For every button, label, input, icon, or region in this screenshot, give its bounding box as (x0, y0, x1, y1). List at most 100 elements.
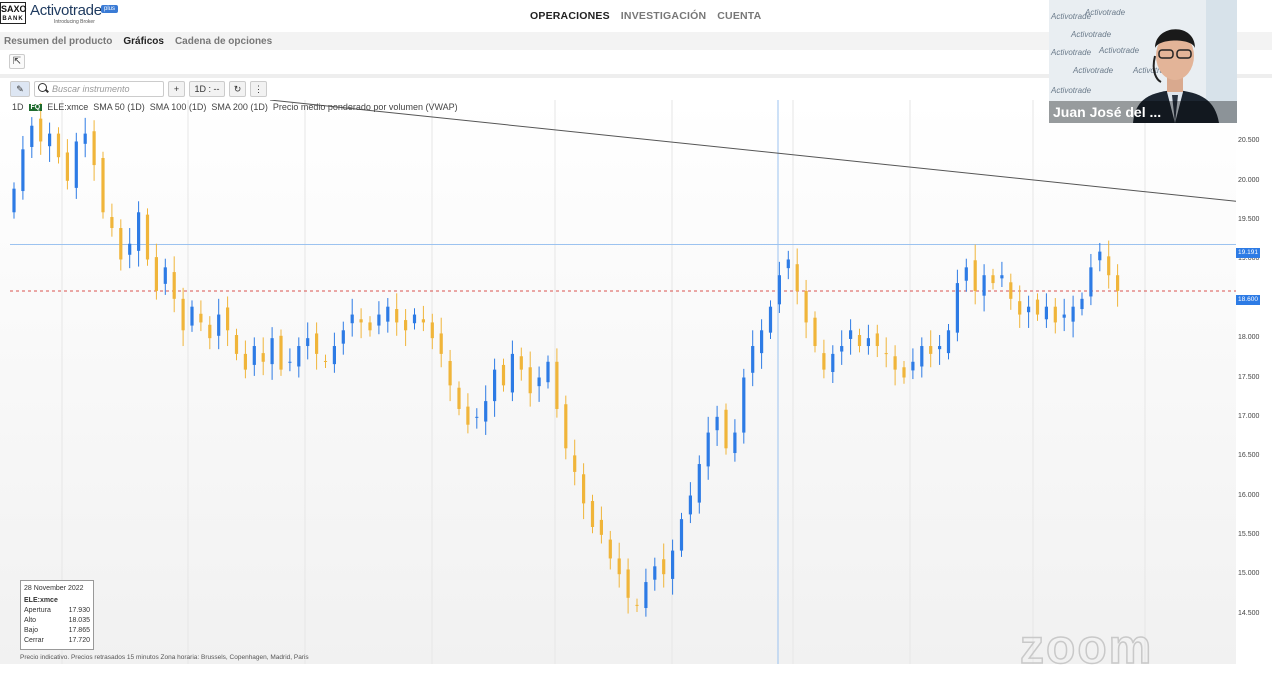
candle-body (1009, 282, 1013, 299)
y-tick-label: 19.000 (1238, 255, 1260, 263)
candle-body (110, 217, 114, 229)
candle-body (857, 335, 862, 347)
candle-body (12, 188, 16, 213)
candle-body (1000, 275, 1004, 279)
candle-body (377, 314, 381, 326)
crosshair-price-tag: 19.191 (1236, 248, 1260, 258)
add-instrument-button[interactable]: + (168, 81, 185, 97)
candle-body (56, 133, 61, 158)
candle-body (840, 346, 844, 352)
candle-body (261, 353, 265, 362)
candle-body (546, 361, 550, 383)
candle-body (1062, 314, 1066, 318)
candle-body (599, 519, 603, 535)
chart-legend: 1D FQ ELE:xmce SMA 50 (1D) SMA 100 (1D) … (12, 102, 458, 112)
candle-body (688, 495, 692, 515)
video-watermark: Activotrade (1071, 30, 1112, 39)
candle-body (573, 455, 577, 472)
refresh-icon: ↻ (233, 84, 242, 94)
legend-sma50[interactable]: SMA 50 (1D) (93, 102, 145, 112)
nav-investigacion[interactable]: INVESTIGACIÓN (620, 10, 707, 22)
candle-body (172, 272, 176, 299)
candle-body (395, 309, 399, 323)
legend-symbol[interactable]: ELE:xmce (47, 102, 89, 112)
candle-body (457, 387, 461, 409)
tab-graficos[interactable]: Gráficos (123, 35, 164, 47)
candle-body (501, 364, 506, 386)
candle-body (448, 360, 452, 386)
candle-body (955, 283, 959, 333)
nav-cuenta[interactable]: CUENTA (717, 10, 762, 22)
candle-body (822, 353, 826, 370)
popout-icon[interactable]: ⇱ (9, 54, 25, 69)
candle-body (1080, 298, 1084, 310)
candle-body (608, 539, 612, 559)
candle-body (902, 367, 906, 378)
zoom-watermark: zoom (1019, 620, 1154, 675)
info-row-open: Apertura 17.930 (24, 606, 90, 616)
legend-sma100[interactable]: SMA 100 (1D) (149, 102, 207, 112)
candle-body (617, 558, 621, 575)
activotrade-logo[interactable]: Activotrade (30, 2, 102, 19)
candle-body (332, 346, 336, 365)
introducing-broker-text: Introducing Broker (54, 19, 95, 25)
candle-body (190, 306, 194, 326)
bank-logo-text: BANK (2, 16, 24, 22)
candle-body (208, 324, 212, 339)
refresh-button[interactable]: ↻ (229, 81, 246, 97)
legend-sma200[interactable]: SMA 200 (1D) (211, 102, 268, 112)
candle-body (484, 401, 488, 422)
candle-body (1107, 256, 1111, 276)
video-watermark: Activotrade (1133, 66, 1174, 75)
info-value: 18.035 (68, 617, 90, 624)
candle-body (982, 275, 986, 296)
y-tick-label: 16.500 (1238, 452, 1260, 460)
more-options-button[interactable]: ⋮ (250, 81, 267, 97)
y-tick-label: 15.000 (1238, 570, 1260, 578)
divider (0, 74, 1272, 78)
candle-body (920, 346, 924, 367)
presenter-silhouette (1133, 29, 1219, 123)
legend-interval: 1D (12, 102, 24, 112)
candle-body (1053, 306, 1057, 323)
candle-body (777, 275, 781, 305)
video-overlay[interactable]: Activotrade Activotrade Activotrade Acti… (1049, 0, 1237, 123)
candle-body (430, 322, 434, 339)
candle-body (137, 212, 141, 251)
candle-body (973, 260, 977, 291)
draw-tool-button[interactable]: ✎ (10, 81, 30, 97)
candle-body (813, 317, 817, 347)
video-watermark: Activotrade (1085, 8, 1126, 17)
candle-body (350, 314, 354, 324)
candle-body (679, 519, 684, 551)
candle-body (653, 566, 657, 580)
participant-name: Juan José del ... (1049, 101, 1237, 123)
candle-body (92, 131, 96, 166)
candle-body (234, 335, 239, 354)
info-row-low: Bajo 17.865 (24, 626, 90, 636)
y-tick-label: 17.500 (1238, 373, 1260, 381)
candlestick-chart[interactable] (0, 100, 1236, 664)
info-value: 17.930 (68, 607, 90, 614)
sub-nav: Resumen del producto Gráficos Cadena de … (0, 32, 1272, 50)
candle-body (386, 306, 390, 322)
candle-body (163, 267, 167, 284)
delay-note: Precio indicativo. Precios retrasados 15… (20, 654, 309, 661)
timeframe-button[interactable]: 1D : -- (189, 81, 225, 97)
legend-vwap[interactable]: Precio medio ponderado por volumen (VWAP… (272, 102, 458, 112)
candle-body (555, 361, 559, 409)
candle-body (849, 330, 853, 339)
video-watermark: Activotrade (1099, 46, 1140, 55)
candle-body (875, 333, 879, 347)
candle-body (315, 333, 319, 354)
candle-body (279, 335, 283, 370)
tab-resumen-producto[interactable]: Resumen del producto (4, 35, 113, 47)
chart-background (0, 100, 1236, 664)
info-label: Bajo (24, 627, 39, 634)
info-row-high: Alto 18.035 (24, 616, 90, 626)
saxo-bank-logo[interactable]: SAXO BANK (0, 2, 27, 24)
nav-operaciones[interactable]: OPERACIONES (530, 10, 610, 22)
search-input[interactable]: Buscar instrumento (34, 81, 164, 97)
candle-body (101, 157, 105, 213)
tab-cadena-opciones[interactable]: Cadena de opciones (174, 35, 273, 47)
